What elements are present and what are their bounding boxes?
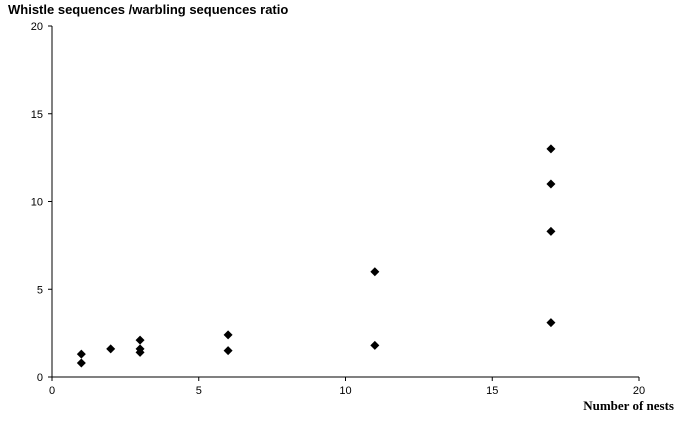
data-point: [370, 340, 380, 350]
data-point: [76, 358, 86, 368]
y-axis-label: Whistle sequences /warbling sequences ra…: [8, 2, 289, 17]
x-tick-label: 20: [633, 385, 645, 397]
y-tick-label: 5: [37, 284, 43, 296]
data-point: [546, 144, 556, 154]
data-point: [546, 318, 556, 328]
x-axis-label: Number of nests: [583, 398, 674, 413]
x-tick-label: 5: [196, 385, 202, 397]
data-point: [135, 335, 145, 345]
data-point: [76, 349, 86, 359]
data-point: [546, 226, 556, 236]
x-tick-label: 0: [49, 385, 55, 397]
data-point: [223, 330, 233, 340]
data-point: [106, 344, 116, 354]
y-tick-label: 20: [31, 21, 43, 33]
y-tick-label: 15: [31, 109, 43, 121]
y-tick-label: 10: [31, 197, 43, 209]
data-point: [135, 347, 145, 357]
data-point: [546, 179, 556, 189]
data-point: [370, 267, 380, 277]
x-tick-label: 10: [339, 385, 351, 397]
y-tick-label: 0: [37, 372, 43, 384]
data-point: [223, 346, 233, 356]
x-tick-label: 15: [486, 385, 498, 397]
